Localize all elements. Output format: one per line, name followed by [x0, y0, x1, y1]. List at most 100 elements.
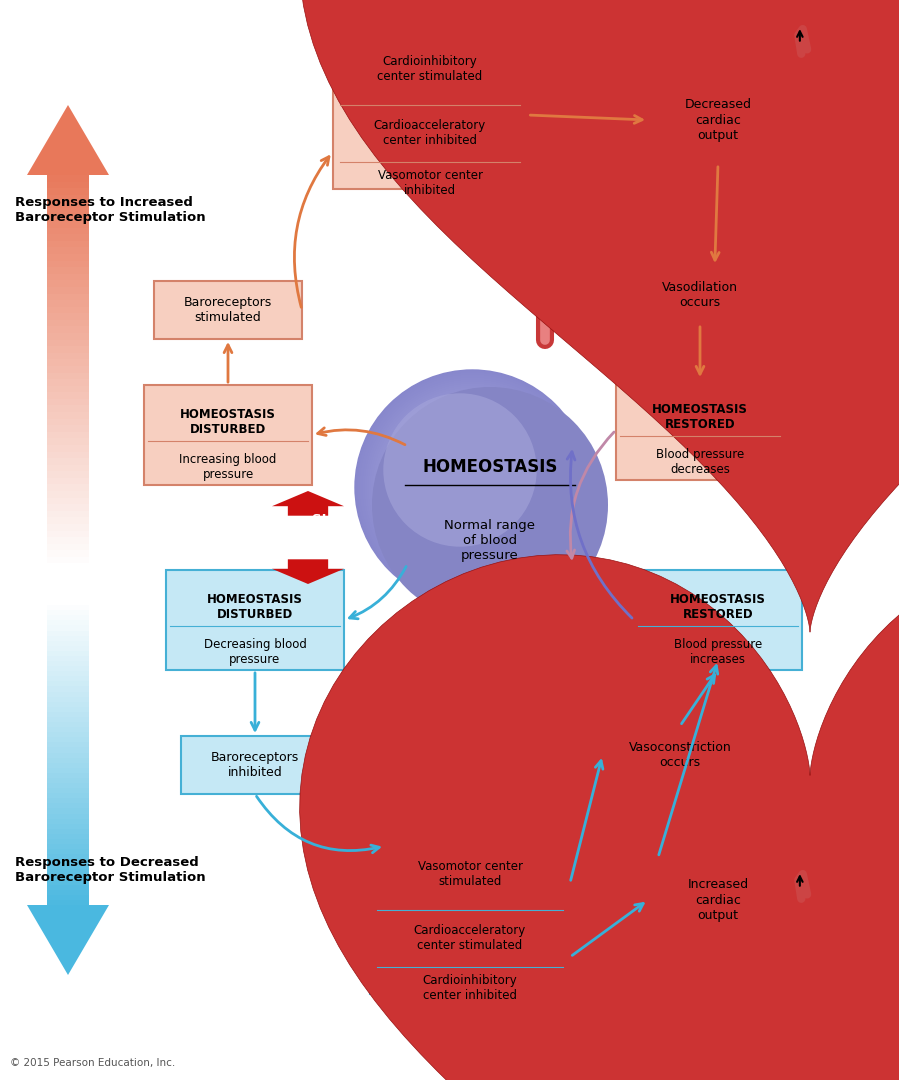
Text: Baroreceptors
stimulated: Baroreceptors stimulated [184, 296, 272, 324]
Bar [47, 809, 89, 813]
Bar [47, 600, 89, 605]
FancyBboxPatch shape [333, 41, 528, 189]
Circle shape [441, 456, 504, 519]
Bar [47, 620, 89, 625]
Circle shape [449, 463, 496, 511]
Circle shape [470, 485, 475, 489]
Text: Cardioinhibitory
center stimulated: Cardioinhibitory center stimulated [378, 55, 483, 83]
Text: Start: Start [312, 513, 350, 526]
Bar [47, 757, 89, 762]
Circle shape [407, 422, 538, 552]
FancyBboxPatch shape [154, 281, 302, 339]
Bar [47, 208, 89, 215]
Circle shape [398, 414, 547, 562]
Circle shape [404, 418, 541, 556]
Bar [47, 640, 89, 646]
Bar [47, 353, 89, 360]
Text: HOMEOSTASIS
DISTURBED: HOMEOSTASIS DISTURBED [180, 408, 276, 436]
Circle shape [409, 424, 535, 551]
Circle shape [390, 405, 555, 569]
Bar [47, 676, 89, 681]
Bar [47, 727, 89, 732]
Bar [47, 646, 89, 651]
Bar [47, 241, 89, 247]
Bar [47, 360, 89, 366]
FancyBboxPatch shape [634, 570, 802, 670]
Polygon shape [299, 0, 899, 632]
Bar [47, 890, 89, 895]
Bar [47, 843, 89, 849]
Circle shape [464, 480, 480, 496]
Bar [47, 869, 89, 875]
Bar [47, 783, 89, 788]
Circle shape [414, 429, 530, 545]
Circle shape [415, 430, 530, 544]
Circle shape [396, 410, 549, 564]
Bar [47, 294, 89, 300]
Circle shape [391, 406, 553, 568]
Circle shape [458, 473, 486, 501]
Circle shape [454, 470, 490, 505]
Text: Vasoconstriction
occurs: Vasoconstriction occurs [628, 741, 732, 769]
Text: Vasomotor center
stimulated: Vasomotor center stimulated [417, 860, 522, 888]
Bar [47, 228, 89, 234]
Circle shape [372, 387, 608, 623]
Text: HOMEOSTASIS
DISTURBED: HOMEOSTASIS DISTURBED [207, 593, 303, 621]
Circle shape [461, 476, 484, 498]
Circle shape [462, 477, 482, 497]
Circle shape [446, 461, 498, 513]
Bar [47, 839, 89, 843]
Circle shape [356, 372, 588, 604]
Circle shape [370, 386, 574, 590]
Circle shape [458, 472, 487, 502]
FancyBboxPatch shape [602, 726, 758, 784]
Bar [47, 419, 89, 426]
Bar [47, 636, 89, 640]
Bar [47, 366, 89, 373]
Polygon shape [272, 559, 344, 584]
Bar [47, 373, 89, 379]
Bar [47, 300, 89, 307]
Bar [47, 706, 89, 712]
Circle shape [368, 382, 577, 592]
Bar [47, 747, 89, 753]
Bar [47, 732, 89, 738]
Bar [47, 234, 89, 241]
Bar [47, 399, 89, 405]
Bar [47, 451, 89, 458]
Circle shape [421, 435, 524, 539]
Circle shape [453, 469, 491, 507]
Circle shape [399, 415, 546, 561]
Bar [47, 405, 89, 411]
Bar [47, 885, 89, 890]
Bar [47, 798, 89, 804]
Circle shape [378, 393, 566, 581]
Circle shape [360, 375, 584, 599]
Circle shape [386, 401, 559, 575]
Circle shape [463, 478, 481, 497]
Bar [47, 671, 89, 676]
Text: Normal range
of blood
pressure: Normal range of blood pressure [444, 518, 536, 562]
Bar [47, 458, 89, 464]
FancyBboxPatch shape [648, 76, 788, 164]
Circle shape [445, 460, 499, 514]
Bar [47, 267, 89, 273]
Bar [47, 610, 89, 616]
Text: HOMEOSTASIS
RESTORED: HOMEOSTASIS RESTORED [652, 403, 748, 431]
Bar [47, 854, 89, 860]
Bar [47, 485, 89, 491]
Circle shape [388, 403, 556, 571]
Circle shape [374, 389, 570, 585]
Bar [47, 333, 89, 339]
FancyBboxPatch shape [648, 858, 788, 943]
Bar [47, 804, 89, 809]
Circle shape [406, 421, 539, 553]
Bar [47, 631, 89, 636]
Circle shape [395, 409, 550, 565]
Bar [47, 464, 89, 471]
Bar [47, 691, 89, 697]
Circle shape [433, 448, 512, 526]
Bar [47, 900, 89, 905]
Bar [47, 860, 89, 864]
Circle shape [360, 375, 585, 600]
